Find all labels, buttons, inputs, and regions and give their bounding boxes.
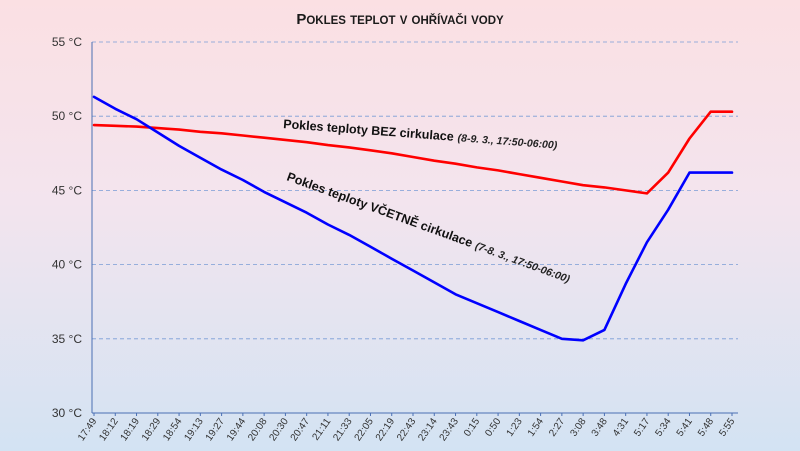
x-tick-label: 22:19 (374, 416, 398, 443)
x-tick-label: 18:29 (140, 416, 164, 443)
series-label-bez: Pokles teploty BEZ cirkulace (8-9. 3., 17… (283, 117, 558, 152)
x-tick-label: 21:11 (310, 416, 333, 443)
series-label-vcetne: Pokles teploty VČETNĚ cirkulace(7-8. 3.,… (285, 169, 573, 286)
x-tick-label: 17:49 (76, 416, 100, 443)
x-tick-label: 1:54 (526, 416, 546, 439)
x-tick-label: 5:55 (717, 416, 737, 439)
y-tick-label: 55 °C (52, 35, 82, 49)
x-tick-label: 19:13 (182, 416, 206, 443)
x-tick-label: 20:47 (289, 416, 313, 443)
x-tick-label: 21:33 (331, 416, 355, 443)
x-tick-label: 5:34 (653, 416, 673, 439)
x-tick-label: 2:27 (547, 416, 567, 439)
x-tick-label: 5:48 (696, 416, 716, 439)
x-tick-label: 19:44 (225, 416, 249, 443)
y-tick-label: 45 °C (52, 183, 82, 197)
x-tick-label: 0:15 (462, 416, 482, 439)
x-tick-labels: 17:4918:1218:1918:2918:5419:1319:2719:44… (76, 413, 738, 443)
x-tick-label: 18:12 (97, 416, 121, 443)
series-lines (92, 95, 734, 342)
grid (92, 41, 738, 340)
y-tick-label: 30 °C (52, 406, 82, 420)
x-tick-label: 3:48 (590, 416, 610, 439)
x-tick-label: 5:41 (675, 416, 695, 439)
x-tick-label: 23:14 (416, 416, 440, 443)
x-tick-label: 0:50 (483, 416, 503, 439)
series-line-0 (92, 110, 734, 195)
x-tick-label: 3:08 (568, 416, 588, 439)
x-tick-label: 23:43 (438, 416, 462, 443)
y-tick-labels: 30 °C 35 °C 40 °C 45 °C 50 °C 55 °C (52, 35, 82, 420)
y-tick-label: 40 °C (52, 258, 82, 272)
x-tick-label: 18:54 (161, 416, 185, 443)
x-tick-label: 4:31 (611, 416, 631, 439)
x-tick-label: 1:23 (505, 416, 525, 439)
x-tick-label: 20:08 (246, 416, 270, 443)
chart-title: POKLES TEPLOT V OHŘÍVAČI VODY (296, 11, 504, 28)
x-tick-label: 19:27 (204, 416, 228, 443)
x-tick-label: 22:43 (395, 416, 419, 443)
x-tick-label: 5:17 (632, 416, 652, 439)
y-tick-label: 50 °C (52, 109, 82, 123)
y-tick-label: 35 °C (52, 332, 82, 346)
x-tick-label: 20:30 (267, 416, 291, 443)
x-tick-label: 18:19 (119, 416, 143, 443)
x-tick-label: 22:05 (353, 416, 377, 443)
series-line-1 (92, 95, 734, 342)
